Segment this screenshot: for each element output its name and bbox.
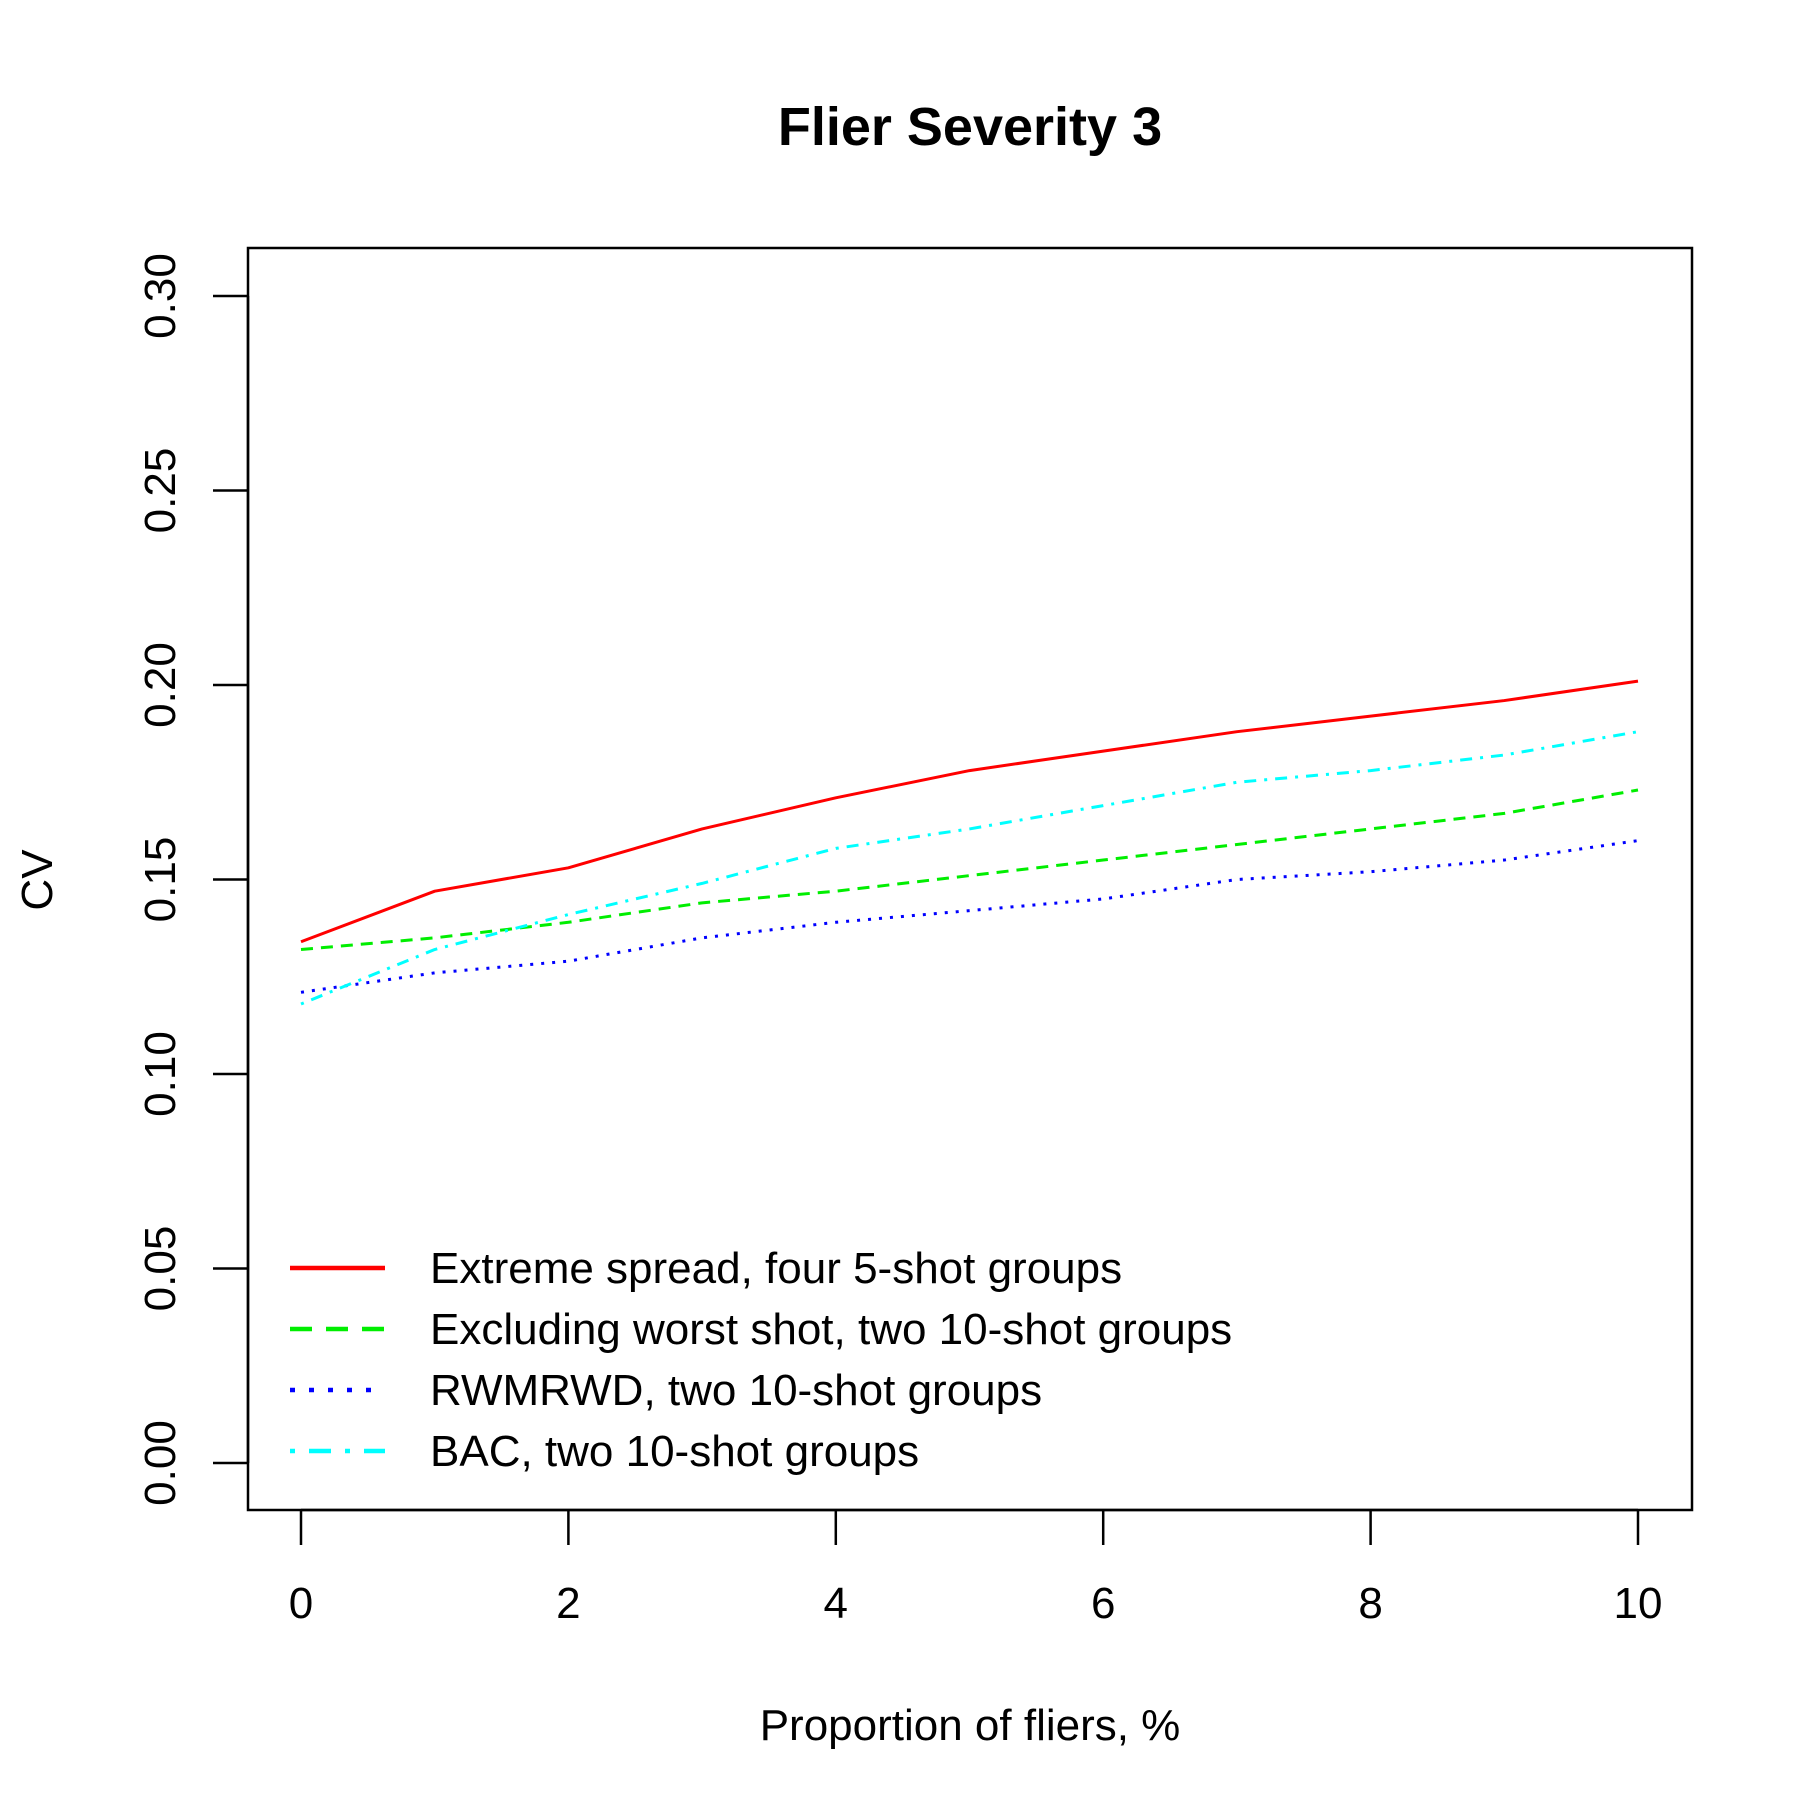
x-tick-label: 2 <box>556 1579 580 1628</box>
x-tick-label: 6 <box>1091 1579 1115 1628</box>
y-axis: 0.00 0.05 0.10 0.15 0.20 0.25 0.30 <box>136 253 250 1506</box>
y-tick-label: 0.10 <box>136 1031 185 1117</box>
x-tick-label: 8 <box>1358 1579 1382 1628</box>
chart-title: Flier Severity 3 <box>778 97 1162 157</box>
legend-label-3: RWMRWD, two 10-shot groups <box>430 1366 1042 1415</box>
y-tick-label: 0.20 <box>136 642 185 728</box>
y-tick-label: 0.05 <box>136 1226 185 1312</box>
y-tick-label: 0.30 <box>136 253 185 339</box>
y-tick-label: 0.25 <box>136 448 185 534</box>
x-axis-title: Proportion of fliers, % <box>760 1701 1181 1750</box>
x-tick-label: 10 <box>1614 1579 1663 1628</box>
series-line-1 <box>300 679 1639 944</box>
series-lines <box>300 679 1639 1006</box>
legend-label-4: BAC, two 10-shot groups <box>430 1427 919 1476</box>
y-tick-label: 0.00 <box>136 1420 185 1506</box>
series-line-3 <box>300 839 1639 994</box>
legend-label-2: Excluding worst shot, two 10-shot groups <box>430 1305 1232 1354</box>
series-line-2 <box>300 788 1639 952</box>
y-tick-label: 0.15 <box>136 837 185 923</box>
legend: Extreme spread, four 5-shot groups Exclud… <box>290 1244 1232 1476</box>
x-axis: 0 2 4 6 8 10 <box>289 1508 1663 1628</box>
x-tick-label: 4 <box>824 1579 848 1628</box>
legend-label-1: Extreme spread, four 5-shot groups <box>430 1244 1122 1293</box>
series-line-4 <box>300 730 1639 1006</box>
y-axis-title: CV <box>13 849 62 911</box>
x-tick-label: 0 <box>289 1579 313 1628</box>
